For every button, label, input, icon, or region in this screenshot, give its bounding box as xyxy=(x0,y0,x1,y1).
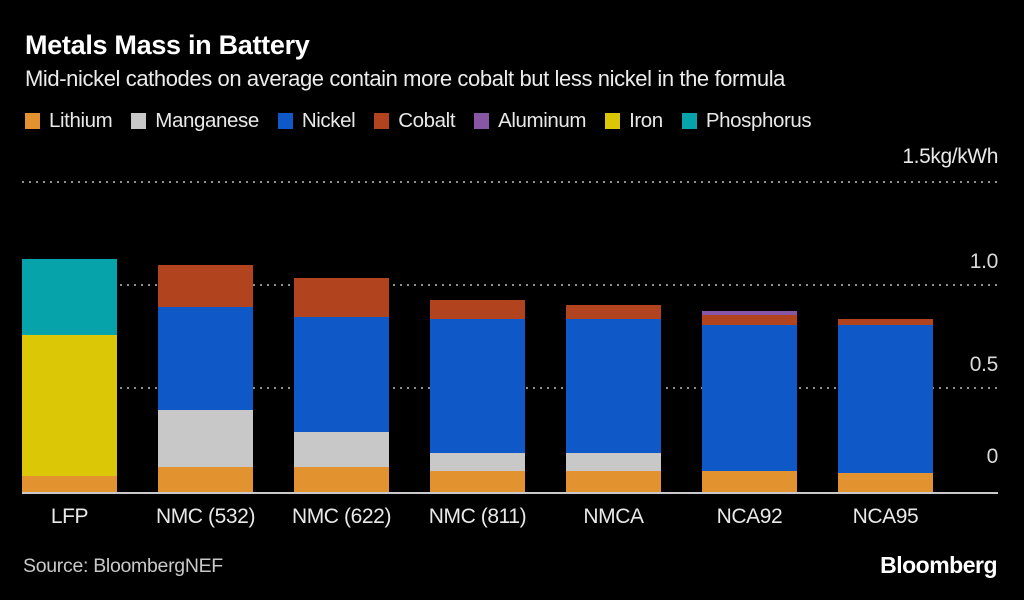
x-axis-label: LFP xyxy=(50,505,89,528)
iron-swatch-icon xyxy=(605,113,621,129)
source-credit: Source: BloombergNEF xyxy=(23,555,223,577)
bar-segment-nickel xyxy=(158,306,253,410)
bar-segment-manganese xyxy=(294,432,389,468)
bar-segment-lithium xyxy=(22,475,117,492)
bar-segment-cobalt xyxy=(566,304,661,319)
chart-title: Metals Mass in Battery xyxy=(25,30,310,60)
bar-segment-manganese xyxy=(158,409,253,468)
bar-segment-cobalt xyxy=(430,300,525,319)
plot-area: LFP NMC (532) NMC (622) NMC (811) NMCA NCA92 N… xyxy=(22,141,998,528)
y-axis-unit-label: 1.5kg/kWh xyxy=(902,145,998,168)
y-tick-0-5: 0.5 xyxy=(969,353,999,376)
y-tick-0: 0 xyxy=(986,445,999,468)
x-axis-label: NMCA xyxy=(583,505,644,528)
cobalt-swatch-icon xyxy=(374,113,390,129)
gridline-1-0 xyxy=(22,284,998,286)
lithium-swatch-icon xyxy=(25,113,40,129)
legend-label: Iron xyxy=(629,109,663,132)
bar-segment-lithium xyxy=(294,467,389,492)
legend-item-nickel: Nickel xyxy=(277,109,356,133)
bar-segment-iron xyxy=(22,335,117,476)
bar-segment-lithium xyxy=(566,471,661,492)
bar-segment-lithium xyxy=(430,471,525,492)
legend-item-lithium: Lithium xyxy=(25,109,113,133)
y-tick-1-0: 1.0 xyxy=(969,250,999,273)
bar-segment-lithium xyxy=(158,467,253,492)
bar-segment-cobalt xyxy=(838,318,933,326)
gridline-1-5 xyxy=(22,181,998,183)
bar-segment-manganese xyxy=(430,452,525,472)
x-axis-label: NMC (622) xyxy=(291,505,392,528)
bar-segment-nickel xyxy=(294,316,389,433)
legend-label: Lithium xyxy=(49,109,113,132)
x-axis-label: NCA92 xyxy=(716,505,783,528)
bar-segment-aluminum xyxy=(702,310,797,315)
legend-item-iron: Iron xyxy=(605,109,663,133)
bar-segment-lithium xyxy=(838,473,933,492)
legend: Lithium Manganese Nickel Cobalt Aluminum Iron… xyxy=(25,109,812,133)
x-axis-label: NMC (811) xyxy=(428,505,527,528)
bar-segment-cobalt xyxy=(158,265,253,307)
x-axis-label: NCA95 xyxy=(852,505,919,528)
legend-label: Nickel xyxy=(301,109,356,132)
legend-label: Cobalt xyxy=(398,109,456,132)
phosphorus-swatch-icon xyxy=(681,113,697,129)
legend-item-manganese: Manganese xyxy=(131,109,259,133)
manganese-swatch-icon xyxy=(131,113,147,129)
aluminum-swatch-icon xyxy=(474,113,490,129)
bar-segment-nickel xyxy=(566,318,661,453)
bar-segment-nickel xyxy=(838,325,933,474)
bar-segment-manganese xyxy=(566,452,661,472)
bar-segment-phosphorus xyxy=(22,259,117,336)
legend-item-aluminum: Aluminum xyxy=(474,109,586,133)
bar-segment-nickel xyxy=(702,325,797,472)
bar-segment-cobalt xyxy=(294,277,389,317)
legend-label: Aluminum xyxy=(498,109,587,132)
nickel-swatch-icon xyxy=(277,113,293,129)
x-axis-label: NMC (532) xyxy=(155,505,256,528)
bloomberg-logo: Bloomberg xyxy=(880,552,997,578)
chart-subtitle: Mid-nickel cathodes on average contain m… xyxy=(25,66,786,91)
legend-label: Manganese xyxy=(155,109,259,132)
legend-item-phosphorus: Phosphorus xyxy=(681,109,812,133)
legend-label: Phosphorus xyxy=(705,109,812,132)
legend-item-cobalt: Cobalt xyxy=(374,109,456,133)
bar-segment-lithium xyxy=(702,471,797,492)
bar-segment-cobalt xyxy=(702,314,797,326)
bar-segment-nickel xyxy=(430,318,525,453)
